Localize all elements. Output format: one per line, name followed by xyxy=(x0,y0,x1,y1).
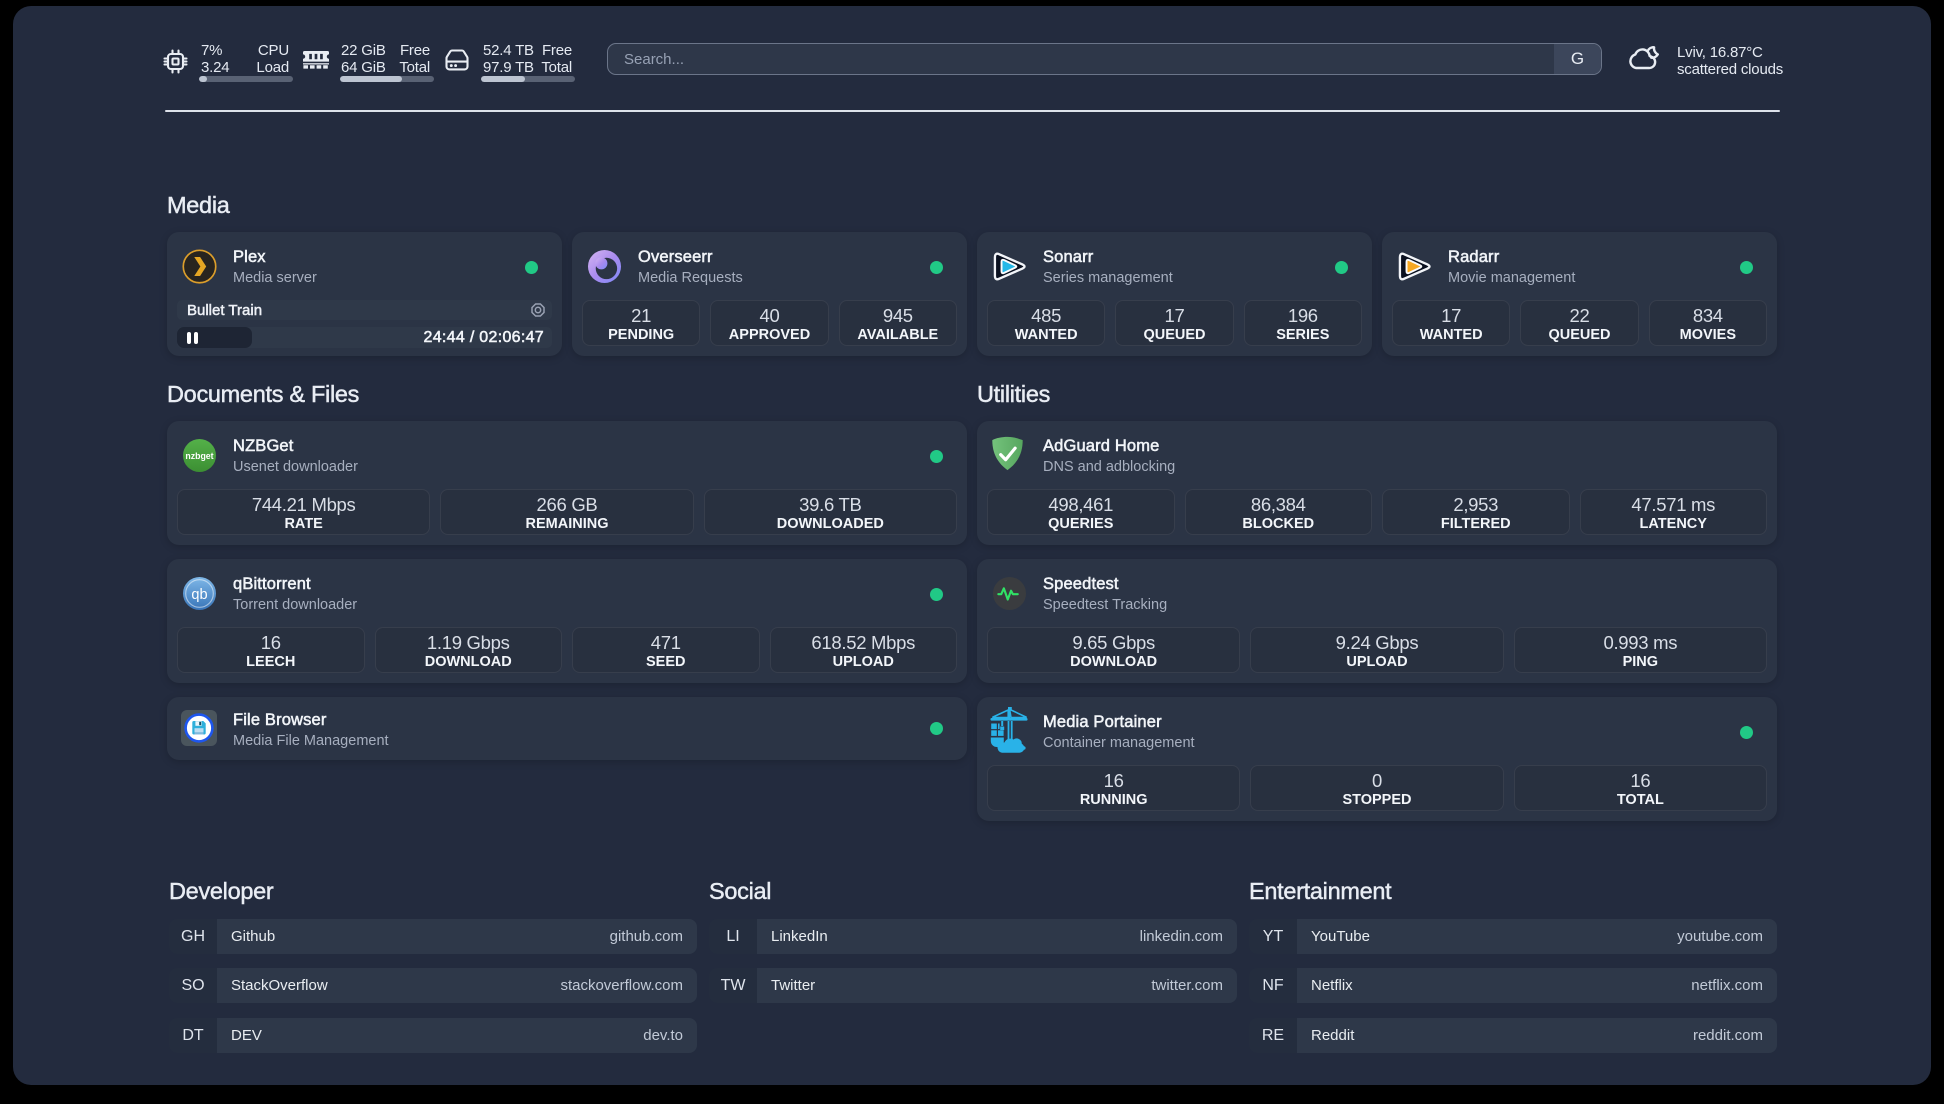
svg-text:qb: qb xyxy=(191,587,207,603)
svg-text:nzbget: nzbget xyxy=(185,451,213,461)
